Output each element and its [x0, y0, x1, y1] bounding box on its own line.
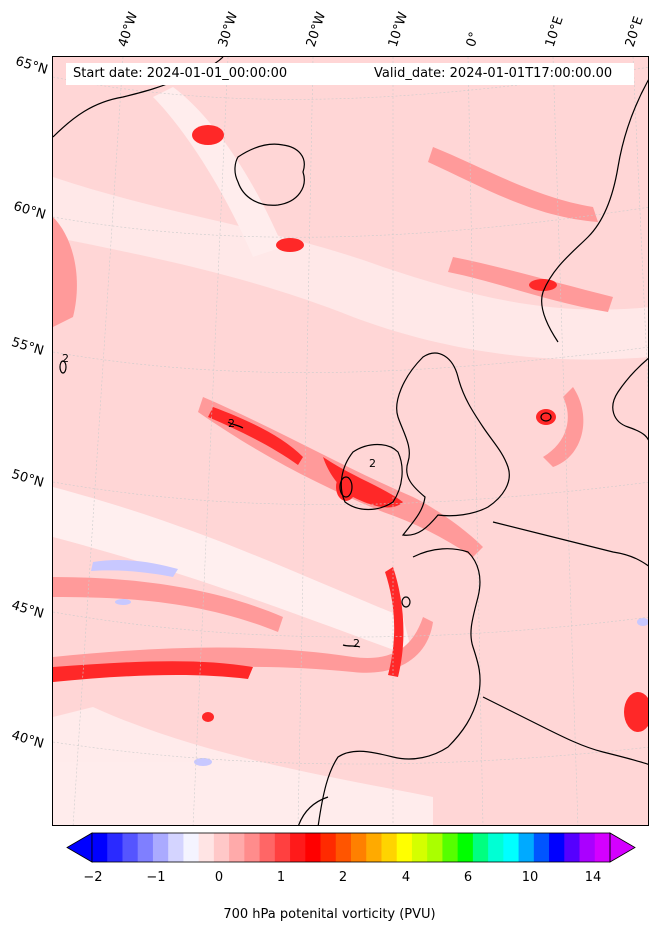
lat-label-65n: 65°N	[13, 54, 50, 78]
contour-label: 2	[228, 417, 235, 430]
lon-label-40w: 40°W	[115, 10, 142, 49]
pv-field-map: 2 2 2 2	[53, 57, 648, 825]
lat-label-55n: 55°N	[9, 335, 46, 359]
contour-label: 2	[353, 637, 360, 650]
lon-label-0: 0°	[463, 30, 483, 49]
colorbar-cell	[320, 833, 337, 862]
great-britain-coast	[396, 352, 510, 536]
colorbar-cell	[107, 833, 123, 862]
lon-label-10e: 10°E	[542, 14, 567, 50]
colorbar-title: 700 hPa potenital vorticity (PVU)	[223, 907, 436, 922]
header-background	[66, 63, 634, 85]
colorbar-cell	[564, 833, 581, 862]
colorbar-cells	[66, 832, 636, 863]
colorbar-tick: −1	[146, 870, 166, 885]
colorbar-cell	[198, 833, 215, 862]
lon-label-30w: 30°W	[215, 10, 242, 49]
colorbar-cell	[427, 833, 443, 862]
colorbar-cell	[244, 833, 261, 862]
colorbar-cell	[92, 833, 108, 862]
colorbar-cell	[472, 833, 489, 862]
lat-label-60n: 60°N	[11, 199, 48, 223]
iceland-coast	[234, 143, 305, 206]
colorbar-cell	[366, 833, 382, 862]
colorbar-cell	[335, 833, 352, 862]
valid-date-text: Valid_date: 2024-01-01T17:00:00.00	[374, 66, 613, 81]
colorbar-cell	[549, 833, 565, 862]
lon-label-20e: 20°E	[622, 14, 647, 50]
colorbar-cell	[503, 833, 520, 862]
colorbar-cell	[381, 833, 398, 862]
coastlines	[53, 57, 648, 825]
colorbar-cell	[122, 833, 139, 862]
pv-background	[53, 57, 648, 825]
colorbar-cell	[579, 833, 596, 862]
colorbar-cell	[152, 833, 169, 862]
colorbar-tick: −2	[83, 870, 103, 885]
colorbar-tick: 6	[463, 870, 473, 885]
graticule	[53, 57, 648, 825]
colorbar-cell	[213, 833, 230, 862]
lat-label-45n: 45°N	[9, 598, 46, 622]
colorbar-cell	[396, 833, 413, 862]
pv-2-contours	[59, 360, 552, 648]
colorbar-cell	[518, 833, 535, 862]
colorbar-extend-min	[66, 832, 93, 863]
colorbar-tick: 2	[338, 870, 348, 885]
colorbar-tick: 4	[401, 870, 411, 885]
start-date-text: Start date: 2024-01-01_00:00:00	[73, 66, 288, 81]
map-panel: 2 2 2 2	[52, 56, 649, 826]
colorbar-cell	[351, 833, 367, 862]
lat-label-50n: 50°N	[9, 467, 46, 491]
colorbar-tick: 14	[584, 870, 602, 885]
weak-pv-areas	[53, 87, 648, 825]
colorbar-cell	[411, 833, 428, 862]
colorbar-cell	[183, 833, 200, 862]
colorbar-cell	[290, 833, 306, 862]
colorbar-tick: 10	[521, 870, 539, 885]
contour-label: 2	[62, 352, 69, 365]
colorbar-outline	[91, 832, 611, 863]
negative-pv-patches	[91, 559, 648, 766]
colorbar-extend-max	[609, 832, 636, 863]
colorbar-cell	[442, 833, 459, 862]
colorbar	[66, 832, 636, 863]
ireland-coast	[340, 443, 403, 511]
colorbar-cell	[305, 833, 322, 862]
contour-labels: 2 2 2 2	[62, 352, 376, 650]
colorbar-cell	[229, 833, 245, 862]
contour-label: 2	[369, 457, 376, 470]
colorbar-cell	[137, 833, 154, 862]
strong-pv-features	[53, 125, 648, 732]
colorbar-cell	[259, 833, 276, 862]
lon-label-20w: 20°W	[303, 10, 330, 49]
lat-label-40n: 40°N	[9, 728, 46, 752]
colorbar-cell	[168, 833, 184, 862]
colorbar-tick: 1	[276, 870, 286, 885]
colorbar-cell	[488, 833, 504, 862]
colorbar-cell	[594, 833, 611, 862]
colorbar-cell	[457, 833, 474, 862]
lon-label-10w: 10°W	[385, 10, 412, 49]
colorbar-cell	[274, 833, 291, 862]
colorbar-cell	[533, 833, 550, 862]
colorbar-tick: 0	[214, 870, 224, 885]
